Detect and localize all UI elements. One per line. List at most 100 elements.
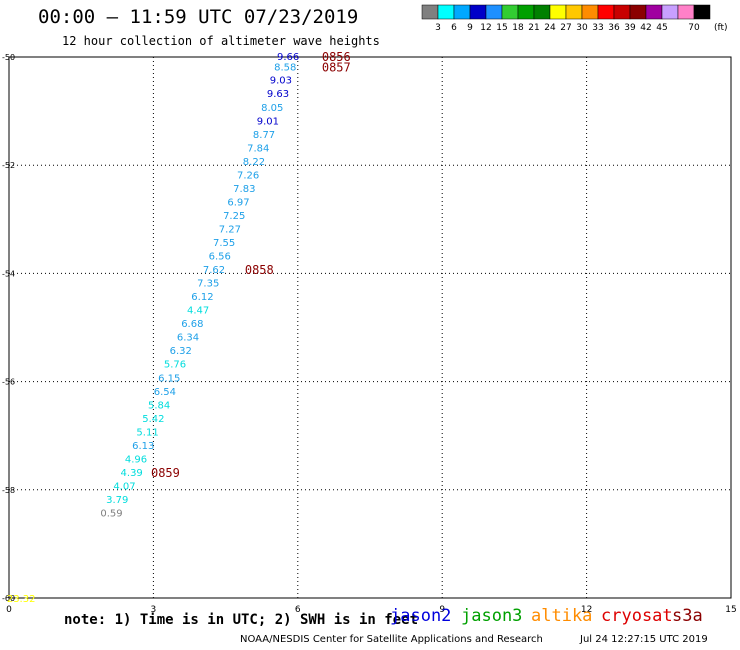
swh-data-label: 5.84 <box>148 400 170 411</box>
legend-swatch <box>453 4 471 20</box>
legend-swatch <box>469 4 487 20</box>
x-tick-label: 12 <box>581 605 592 615</box>
legend-swatch <box>565 4 583 20</box>
swh-data-label: 0.59 <box>100 509 122 520</box>
x-tick-label: 0 <box>6 605 12 615</box>
swh-data-label: 7.27 <box>219 224 241 235</box>
legend-tick-label: 3 <box>435 23 441 33</box>
swh-data-label: 6.15 <box>158 373 180 384</box>
legend-swatch <box>437 4 455 20</box>
legend-swatch <box>485 4 503 20</box>
satellite-legend-jason2: jason2 <box>390 606 452 626</box>
swh-data-label: 6.32 <box>170 346 192 357</box>
legend-swatch <box>645 4 663 20</box>
legend-tick-label: 27 <box>560 23 571 33</box>
legend-swatch <box>581 4 599 20</box>
swh-data-label: 4.39 <box>121 468 143 479</box>
swh-data-label: 7.83 <box>233 184 255 195</box>
y-tick-label: -52 <box>2 161 15 170</box>
chart-title: 00:00 — 11:59 UTC 07/23/2019 <box>38 6 359 28</box>
legend-tick-label: 33 <box>592 23 603 33</box>
chart-axes: 0 3 6 9 12 15 -50 -52 -54 -56 -58 -60 <box>2 53 737 615</box>
satellite-legend-altika: altika <box>531 606 593 626</box>
swh-data-label: 3.79 <box>106 495 128 506</box>
swh-data-label: 7.25 <box>223 211 245 222</box>
satellite-legend-cryosat: cryosat <box>601 606 673 626</box>
legend-swatch <box>533 4 551 20</box>
swh-data-label: 4.47 <box>187 306 209 317</box>
legend-swatch <box>501 4 519 20</box>
legend-swatch <box>421 4 439 20</box>
chart-subtitle: 12 hour collection of altimeter wave hei… <box>62 34 380 48</box>
swh-data-label: 9.66 <box>277 52 299 63</box>
x-tick-label: 15 <box>725 605 736 615</box>
legend-tick-label: 70 <box>688 23 700 33</box>
swh-data-label: 6.12 <box>191 292 213 303</box>
swh-data-label: 7.84 <box>247 143 269 154</box>
swh-data-label: 5.42 <box>142 414 164 425</box>
legend-swatch <box>661 4 679 20</box>
legend-swatch <box>549 4 567 20</box>
pass-time-annotation: 0858 <box>245 263 274 277</box>
swh-data-label: 7.26 <box>237 170 259 181</box>
y-tick-label: -60 <box>2 594 15 603</box>
satellite-legend-jason3: jason3 <box>461 606 523 626</box>
swh-data-label: 6.68 <box>181 319 203 330</box>
legend-tick-label: 18 <box>512 23 524 33</box>
x-tick-label: 6 <box>295 605 301 615</box>
legend-tick-label: 45 <box>656 23 667 33</box>
legend-swatch <box>677 4 695 20</box>
swh-data-label: 7.62 <box>203 265 225 276</box>
swh-data-label: 6.13 <box>132 441 154 452</box>
satellite-legend-s3a: s3a <box>672 606 703 626</box>
legend-swatch <box>517 4 535 20</box>
swh-data-label: 8.22 <box>243 157 265 168</box>
swh-data-label: 4.96 <box>125 454 147 465</box>
swh-data-label: 5.76 <box>164 360 186 371</box>
swh-data-label: 23.32 <box>7 594 36 605</box>
swh-data-label: 6.54 <box>154 387 176 398</box>
pass-time-annotation: 0856 <box>322 50 351 64</box>
swh-data-label: 7.35 <box>197 279 219 290</box>
legend-tick-label: 36 <box>608 23 620 33</box>
swh-data-label: 9.63 <box>267 89 289 100</box>
footer-agency: NOAA/NESDIS Center for Satellite Applica… <box>240 634 543 645</box>
swh-data-label: 7.55 <box>213 238 235 249</box>
swh-data-label: 8.05 <box>261 103 283 114</box>
legend-tick-label: 21 <box>528 23 539 33</box>
y-tick-label: -56 <box>2 378 15 387</box>
legend-tick-label: 42 <box>640 23 651 33</box>
legend-tick-label: 24 <box>544 23 556 33</box>
swh-data-label: 6.97 <box>227 197 249 208</box>
legend-unit: (ft) <box>714 23 728 33</box>
note-text: note: 1) Time is in UTC; 2) SWH is in fe… <box>64 612 419 628</box>
swh-data-label: 5.11 <box>136 427 158 438</box>
color-legend: 3 6 9 12 15 18 21 24 27 30 33 36 39 42 45 70 (ft) <box>421 4 728 33</box>
data-points: 9.668.58 9.03 9.63 8.05 9.01 8.77 7.84 8.22 7.26… <box>7 52 299 605</box>
legend-swatch <box>613 4 631 20</box>
chart-grid <box>9 57 731 598</box>
swh-data-label: 4.07 <box>113 481 135 492</box>
pass-time-annotation: 0857 <box>322 61 351 75</box>
y-tick-label: -50 <box>2 53 15 62</box>
legend-tick-label: 9 <box>467 23 473 33</box>
y-tick-label: -58 <box>2 486 15 495</box>
legend-swatch <box>629 4 647 20</box>
swh-data-label: 9.01 <box>257 116 279 127</box>
plot-frame <box>8 56 732 599</box>
swh-data-label: 8.77 <box>253 130 275 141</box>
legend-tick-label: 12 <box>480 23 491 33</box>
x-tick-label: 3 <box>151 605 157 615</box>
swh-data-label: 6.34 <box>177 333 199 344</box>
swh-data-label: 6.56 <box>209 252 231 263</box>
x-tick-label: 9 <box>439 605 445 615</box>
legend-swatch <box>693 4 711 20</box>
legend-tick-label: 30 <box>576 23 588 33</box>
legend-tick-label: 6 <box>451 23 457 33</box>
y-tick-label: -54 <box>2 269 15 278</box>
legend-tick-label: 39 <box>624 23 636 33</box>
swh-data-label: 9.03 <box>270 76 292 87</box>
footer-timestamp: Jul 24 12:27:15 UTC 2019 <box>580 634 708 645</box>
